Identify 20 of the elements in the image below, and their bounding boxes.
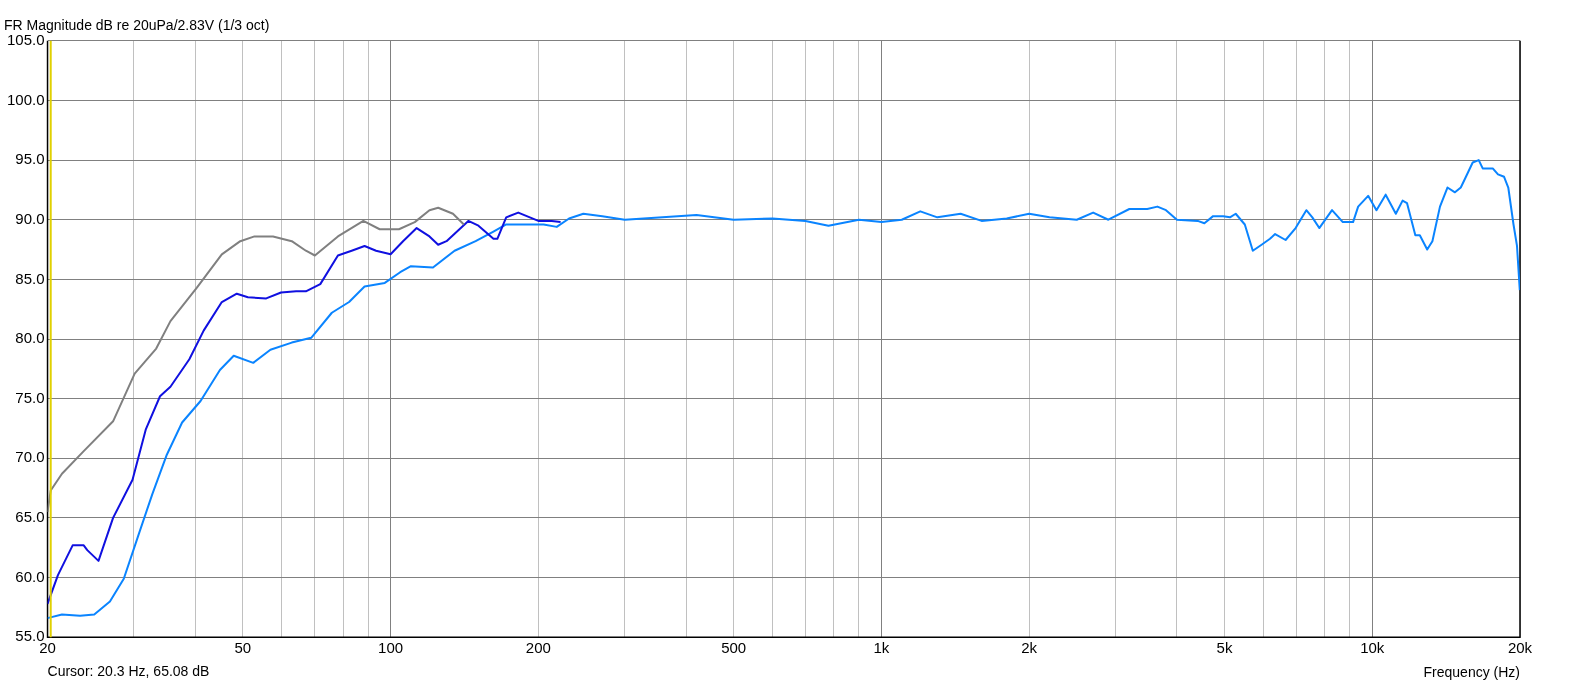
y-tick-label: 90.0 (15, 209, 45, 227)
x-tick-label: 200 (525, 639, 551, 657)
y-tick-label: 65.0 (15, 508, 45, 526)
y-tick-label: 100.0 (6, 90, 45, 108)
x-tick-label: 100 (378, 639, 404, 657)
x-tick-label: 1k (873, 639, 890, 657)
x-tick-label: 2k (1021, 639, 1038, 657)
y-tick-label: 70.0 (15, 448, 45, 466)
x-axis-title: Frequency (Hz) (1423, 664, 1520, 681)
text: Cursor: 20.3 Hz, 65.08 dB (47, 663, 210, 680)
y-tick-label: 60.0 (15, 567, 45, 585)
x-tick-label: 10k (1360, 639, 1385, 657)
x-tick-label: 50 (234, 639, 252, 657)
x-tick-label: 5k (1216, 639, 1233, 657)
y-tick-label: 85.0 (15, 269, 45, 287)
x-tick-label: 20k (1507, 639, 1533, 657)
y-tick-label: 80.0 (15, 329, 45, 347)
y-tick-label: 75.0 (15, 388, 45, 406)
y-tick-label: 95.0 (15, 150, 45, 168)
x-tick-label: 500 (721, 639, 747, 657)
